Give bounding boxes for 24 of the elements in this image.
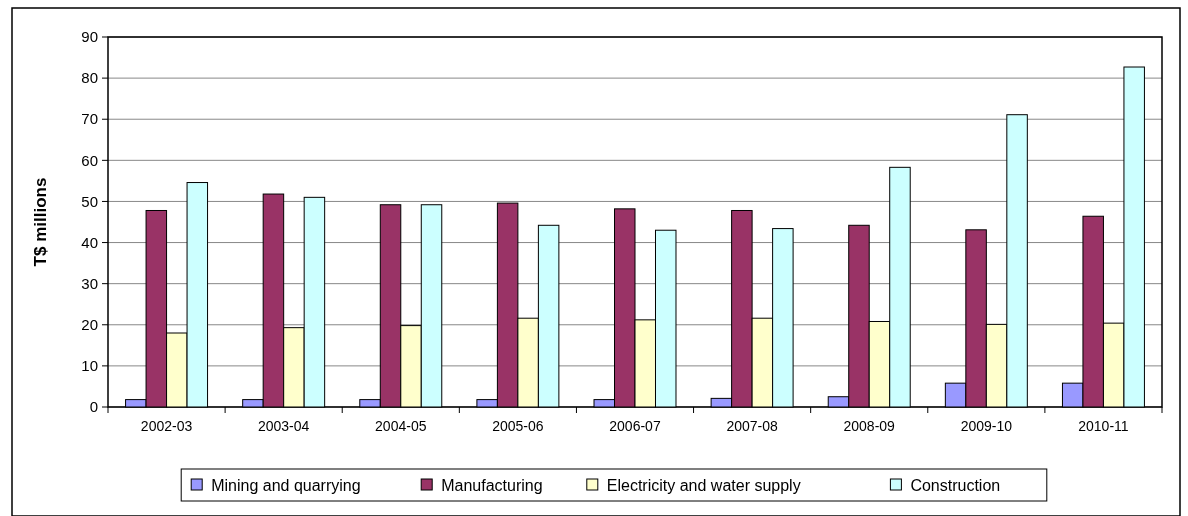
legend-label: Mining and quarrying [211, 476, 361, 494]
y-tick-label: 0 [89, 398, 98, 416]
x-tick-label: 2008-09 [843, 418, 896, 434]
y-tick-label: 70 [81, 110, 98, 128]
x-tick-label: 2007-08 [726, 418, 779, 434]
y-tick-label: 60 [81, 151, 98, 169]
y-tick-label: 90 [81, 28, 98, 46]
y-tick-label: 20 [81, 316, 98, 334]
y-tick-label: 10 [81, 357, 98, 375]
x-tick-label: 2002-03 [140, 418, 193, 434]
x-tick-label: 2010-11 [1078, 418, 1129, 434]
y-tick-label: 50 [81, 192, 98, 210]
y-tick-label: 30 [81, 274, 98, 292]
x-tick-label: 2009-10 [960, 418, 1013, 434]
x-tick-label: 2003-04 [257, 418, 310, 434]
y-axis-title: T$ millions [31, 177, 50, 267]
y-tick-label: 40 [81, 233, 98, 251]
legend-label: Electricity and water supply [606, 476, 801, 494]
y-tick-label: 80 [81, 69, 98, 87]
legend-label: Manufacturing [441, 476, 543, 494]
x-tick-label: 2005-06 [492, 418, 544, 434]
legend-label: Construction [910, 476, 1001, 494]
x-tick-label: 2006-07 [609, 418, 661, 434]
x-tick-label: 2004-05 [375, 418, 427, 434]
